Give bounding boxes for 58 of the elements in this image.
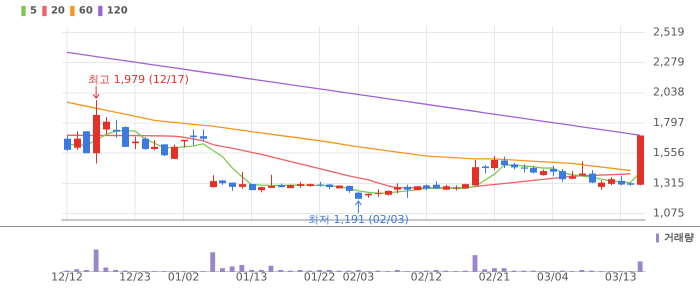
candlestick	[74, 130, 81, 150]
bar	[472, 255, 478, 272]
candlestick	[550, 165, 557, 177]
candlestick	[618, 176, 625, 186]
bar	[220, 268, 225, 272]
y-tick-label: 2,279	[653, 55, 684, 68]
candlestick	[151, 139, 158, 151]
bar	[103, 268, 108, 272]
candlestick	[579, 160, 586, 177]
x-tick-label: 02/03	[342, 270, 374, 284]
candlestick	[239, 171, 246, 190]
bar	[492, 268, 497, 272]
bar	[638, 261, 643, 272]
x-tick-label: 03/13	[604, 270, 637, 284]
y-tick-label: 1,315	[653, 176, 684, 190]
candlestick	[598, 180, 605, 190]
candlestick	[472, 159, 479, 186]
candlestick	[171, 144, 178, 160]
x-tick-label: 03/04	[536, 270, 569, 284]
annotation: 최고 1,979 (12/17)	[88, 73, 189, 86]
legend-label: 20	[50, 6, 65, 17]
candlestick	[122, 126, 129, 148]
bar	[239, 265, 244, 272]
candlestick	[142, 136, 149, 150]
y-tick-label: 1,797	[653, 116, 684, 129]
candlestick	[190, 129, 197, 146]
legend-label: 60	[78, 6, 93, 17]
candlestick	[589, 170, 596, 184]
candlestick	[132, 136, 139, 150]
y-tick-label: 2,519	[653, 25, 684, 38]
candlestick	[491, 156, 498, 171]
x-tick-label: 02/21	[478, 270, 510, 284]
candlestick	[501, 156, 508, 169]
candlestick	[64, 136, 71, 152]
candlestick	[210, 174, 217, 188]
x-tick-label: 02/12	[410, 270, 442, 284]
bar	[210, 252, 216, 272]
x-tick-label: 12/23	[119, 270, 151, 284]
y-tick-label: 2,038	[653, 86, 684, 99]
legend-label: 거래량	[664, 232, 694, 244]
x-tick-label: 01/02	[168, 270, 200, 284]
y-tick-label: 1,556	[653, 146, 684, 160]
candlestick	[268, 174, 275, 189]
bar	[230, 266, 235, 272]
x-tick-label: 12/12	[51, 270, 83, 284]
candlestick	[559, 168, 566, 182]
bar	[268, 266, 274, 272]
candlestick	[404, 184, 411, 198]
candlestick	[103, 116, 110, 135]
x-tick-label: 01/22	[304, 270, 336, 284]
bar	[94, 250, 99, 272]
legend-label: 5	[30, 6, 37, 17]
candlestick	[394, 182, 401, 194]
bar	[502, 268, 507, 272]
x-tick-label: 01/13	[236, 270, 268, 284]
candlestick	[200, 129, 207, 142]
legend-label: 120	[106, 6, 128, 17]
y-tick-label: 1,075	[653, 206, 684, 220]
